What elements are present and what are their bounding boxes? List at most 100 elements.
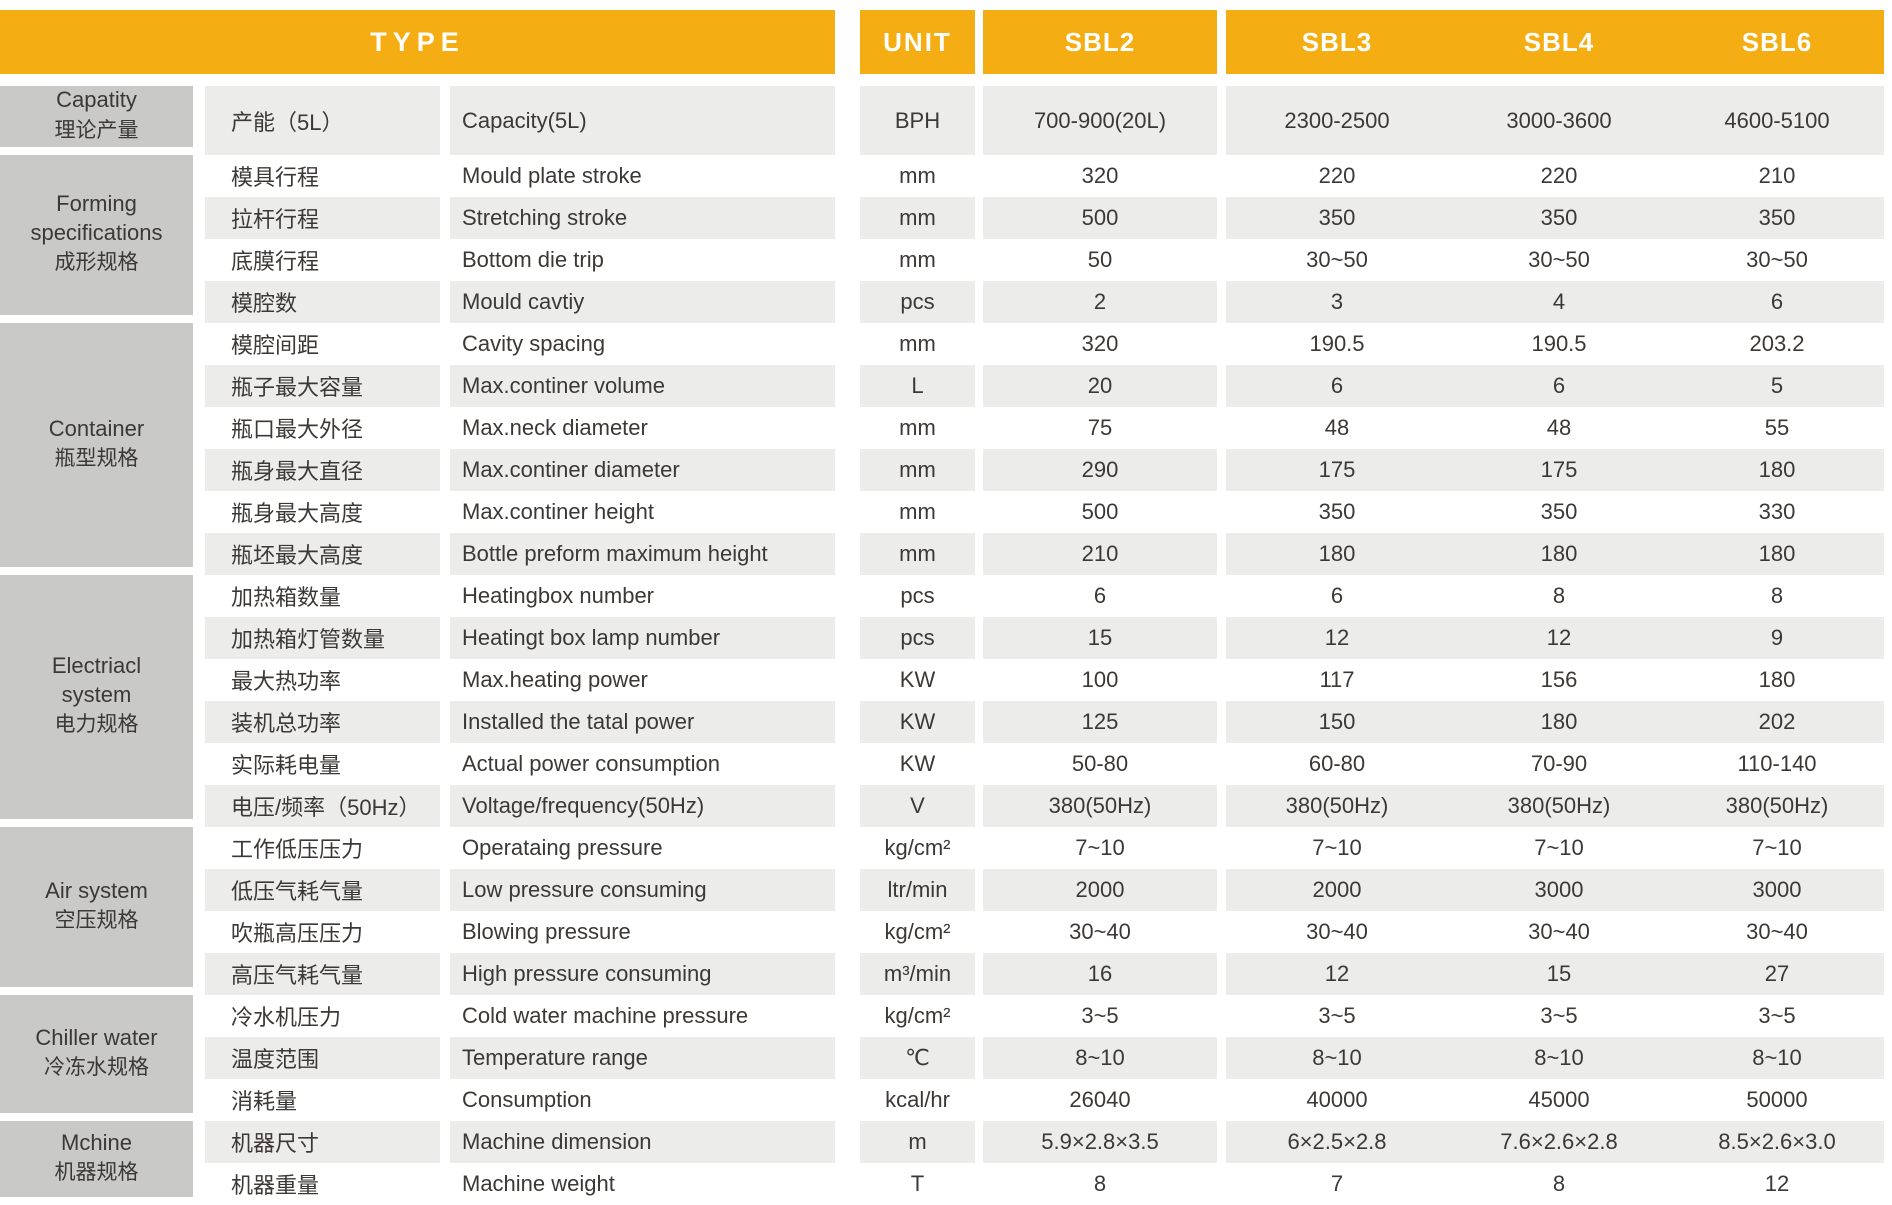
spec-row: Chiller water 冷冻水规格 冷水机压力 Cold water machin… xyxy=(0,995,1892,1122)
spec-unit: kg/cm² xyxy=(860,995,983,1038)
spec-value-sbl2: 210 xyxy=(983,533,1226,576)
spec-unit: kg/cm² xyxy=(860,827,983,870)
spec-value-sbl4: 180 xyxy=(1448,701,1670,744)
spec-value-sbl4: 7~10 xyxy=(1448,827,1670,870)
spec-label-en: Blowing pressure xyxy=(450,911,860,954)
section-name-cn: 成形规格 xyxy=(54,251,139,275)
spec-value-sbl6: 7~10 xyxy=(1670,827,1892,870)
model-header-sbl3: SBL3 xyxy=(1226,10,1448,86)
spec-value-sbl4: 180 xyxy=(1448,533,1670,576)
section-name-en: Air system xyxy=(45,877,148,903)
spec-unit: mm xyxy=(860,491,983,534)
spec-value-sbl3: 220 xyxy=(1226,155,1448,198)
spec-label-en: Voltage/frequency(50Hz) xyxy=(450,785,860,828)
spec-value-sbl6: 210 xyxy=(1670,155,1892,198)
spec-row: 低压气耗气量 Low pressure consuming ltr/min 2000 2… xyxy=(0,869,1892,912)
spec-label-cn: 温度范围 xyxy=(205,1037,450,1080)
spec-label-en: Machine weight xyxy=(450,1163,860,1205)
spec-unit: KW xyxy=(860,743,983,786)
spec-label-cn: 底膜行程 xyxy=(205,239,450,282)
spec-value-sbl2: 2000 xyxy=(983,869,1226,912)
spec-unit: V xyxy=(860,785,983,828)
spec-row: 加热箱灯管数量 Heatingt box lamp number pcs 15 12 12… xyxy=(0,617,1892,660)
spec-value-sbl2: 6 xyxy=(983,575,1226,618)
section-name-en: Forming specifications xyxy=(30,191,163,245)
spec-value-sbl2: 16 xyxy=(983,953,1226,996)
spec-value-sbl6: 203.2 xyxy=(1670,323,1892,366)
model-header-sbl2: SBL2 xyxy=(983,10,1226,86)
spec-label-en: Cold water machine pressure xyxy=(450,995,860,1038)
spec-unit: pcs xyxy=(860,617,983,660)
spec-value-sbl2: 75 xyxy=(983,407,1226,450)
spec-value-sbl6: 202 xyxy=(1670,701,1892,744)
section-group-cell: Chiller water 冷冻水规格 xyxy=(0,995,205,1122)
spec-row: Forming specifications 成形规格 模具行程 Mould plat… xyxy=(0,155,1892,324)
spec-row: 电压/频率（50Hz） Voltage/frequency(50Hz) V 380(5… xyxy=(0,785,1892,828)
spec-value-sbl6: 50000 xyxy=(1670,1079,1892,1122)
spec-value-sbl2: 2 xyxy=(983,281,1226,324)
spec-label-en: Max.heating power xyxy=(450,659,860,702)
spec-value-sbl3: 6 xyxy=(1226,575,1448,618)
spec-value-sbl6: 350 xyxy=(1670,197,1892,240)
spec-value-sbl2: 3~5 xyxy=(983,995,1226,1038)
spec-value-sbl3: 60-80 xyxy=(1226,743,1448,786)
spec-label-en: Machine dimension xyxy=(450,1121,860,1164)
section-group-cell: Electriacl system 电力规格 xyxy=(0,575,205,828)
unit-header-cell: UNIT xyxy=(860,10,983,86)
spec-label-cn: 模具行程 xyxy=(205,155,450,198)
spec-label-cn: 机器尺寸 xyxy=(205,1121,450,1164)
spec-row: Mchine 机器规格 机器尺寸 Machine dimension m 5.9×2.8×… xyxy=(0,1121,1892,1205)
spec-value-sbl2: 26040 xyxy=(983,1079,1226,1122)
spec-label-en: Cavity spacing xyxy=(450,323,860,366)
spec-label-cn: 高压气耗气量 xyxy=(205,953,450,996)
spec-value-sbl3: 2000 xyxy=(1226,869,1448,912)
spec-value-sbl2: 320 xyxy=(983,155,1226,198)
spec-row: 瓶身最大高度 Max.continer height mm 500 350 350 330 xyxy=(0,491,1892,534)
spec-label-cn: 消耗量 xyxy=(205,1079,450,1122)
spec-unit: mm xyxy=(860,449,983,492)
spec-value-sbl3: 40000 xyxy=(1226,1079,1448,1122)
spec-value-sbl6: 180 xyxy=(1670,449,1892,492)
spec-value-sbl4: 30~50 xyxy=(1448,239,1670,282)
spec-value-sbl4: 156 xyxy=(1448,659,1670,702)
spec-value-sbl4: 190.5 xyxy=(1448,323,1670,366)
spec-value-sbl2: 30~40 xyxy=(983,911,1226,954)
spec-label-cn: 机器重量 xyxy=(205,1163,450,1205)
spec-label-cn: 拉杆行程 xyxy=(205,197,450,240)
spec-table: TYPE UNIT SBL2 SBL3 SBL4 SBL6 Capatity 理论… xyxy=(0,10,1892,1205)
section-name-en: Electriacl system xyxy=(51,653,142,707)
spec-value-sbl4: 175 xyxy=(1448,449,1670,492)
spec-unit: pcs xyxy=(860,281,983,324)
spec-unit: T xyxy=(860,1163,983,1205)
spec-value-sbl3: 175 xyxy=(1226,449,1448,492)
spec-unit: KW xyxy=(860,701,983,744)
spec-unit: ℃ xyxy=(860,1037,983,1080)
spec-value-sbl4: 30~40 xyxy=(1448,911,1670,954)
section-name-en: Chiller water xyxy=(35,1024,158,1050)
section-name-cn: 机器规格 xyxy=(54,1161,139,1185)
spec-row: Container 瓶型规格 模腔间距 Cavity spacing mm 320 190.… xyxy=(0,323,1892,576)
spec-label-en: Mould cavtiy xyxy=(450,281,860,324)
spec-value-sbl3: 3 xyxy=(1226,281,1448,324)
spec-value-sbl4: 15 xyxy=(1448,953,1670,996)
spec-label-cn: 瓶坯最大高度 xyxy=(205,533,450,576)
spec-value-sbl6: 30~50 xyxy=(1670,239,1892,282)
spec-value-sbl2: 290 xyxy=(983,449,1226,492)
section-name-cn: 瓶型规格 xyxy=(54,447,139,471)
spec-row: 实际耗电量 Actual power consumption KW 50-80 60-8… xyxy=(0,743,1892,786)
spec-value-sbl2: 50 xyxy=(983,239,1226,282)
spec-label-cn: 模腔间距 xyxy=(205,323,450,366)
spec-value-sbl6: 6 xyxy=(1670,281,1892,324)
spec-value-sbl6: 380(50Hz) xyxy=(1670,785,1892,828)
spec-value-sbl6: 4600-5100 xyxy=(1670,86,1892,156)
spec-label-cn: 瓶口最大外径 xyxy=(205,407,450,450)
spec-value-sbl4: 45000 xyxy=(1448,1079,1670,1122)
section-name-cn: 理论产量 xyxy=(54,118,139,142)
spec-label-cn: 模腔数 xyxy=(205,281,450,324)
spec-row: Electriacl system 电力规格 加热箱数量 Heatingbox num… xyxy=(0,575,1892,828)
spec-label-en: Operataing pressure xyxy=(450,827,860,870)
spec-value-sbl4: 3000 xyxy=(1448,869,1670,912)
spec-value-sbl4: 12 xyxy=(1448,617,1670,660)
spec-label-cn: 瓶身最大直径 xyxy=(205,449,450,492)
spec-unit: KW xyxy=(860,659,983,702)
